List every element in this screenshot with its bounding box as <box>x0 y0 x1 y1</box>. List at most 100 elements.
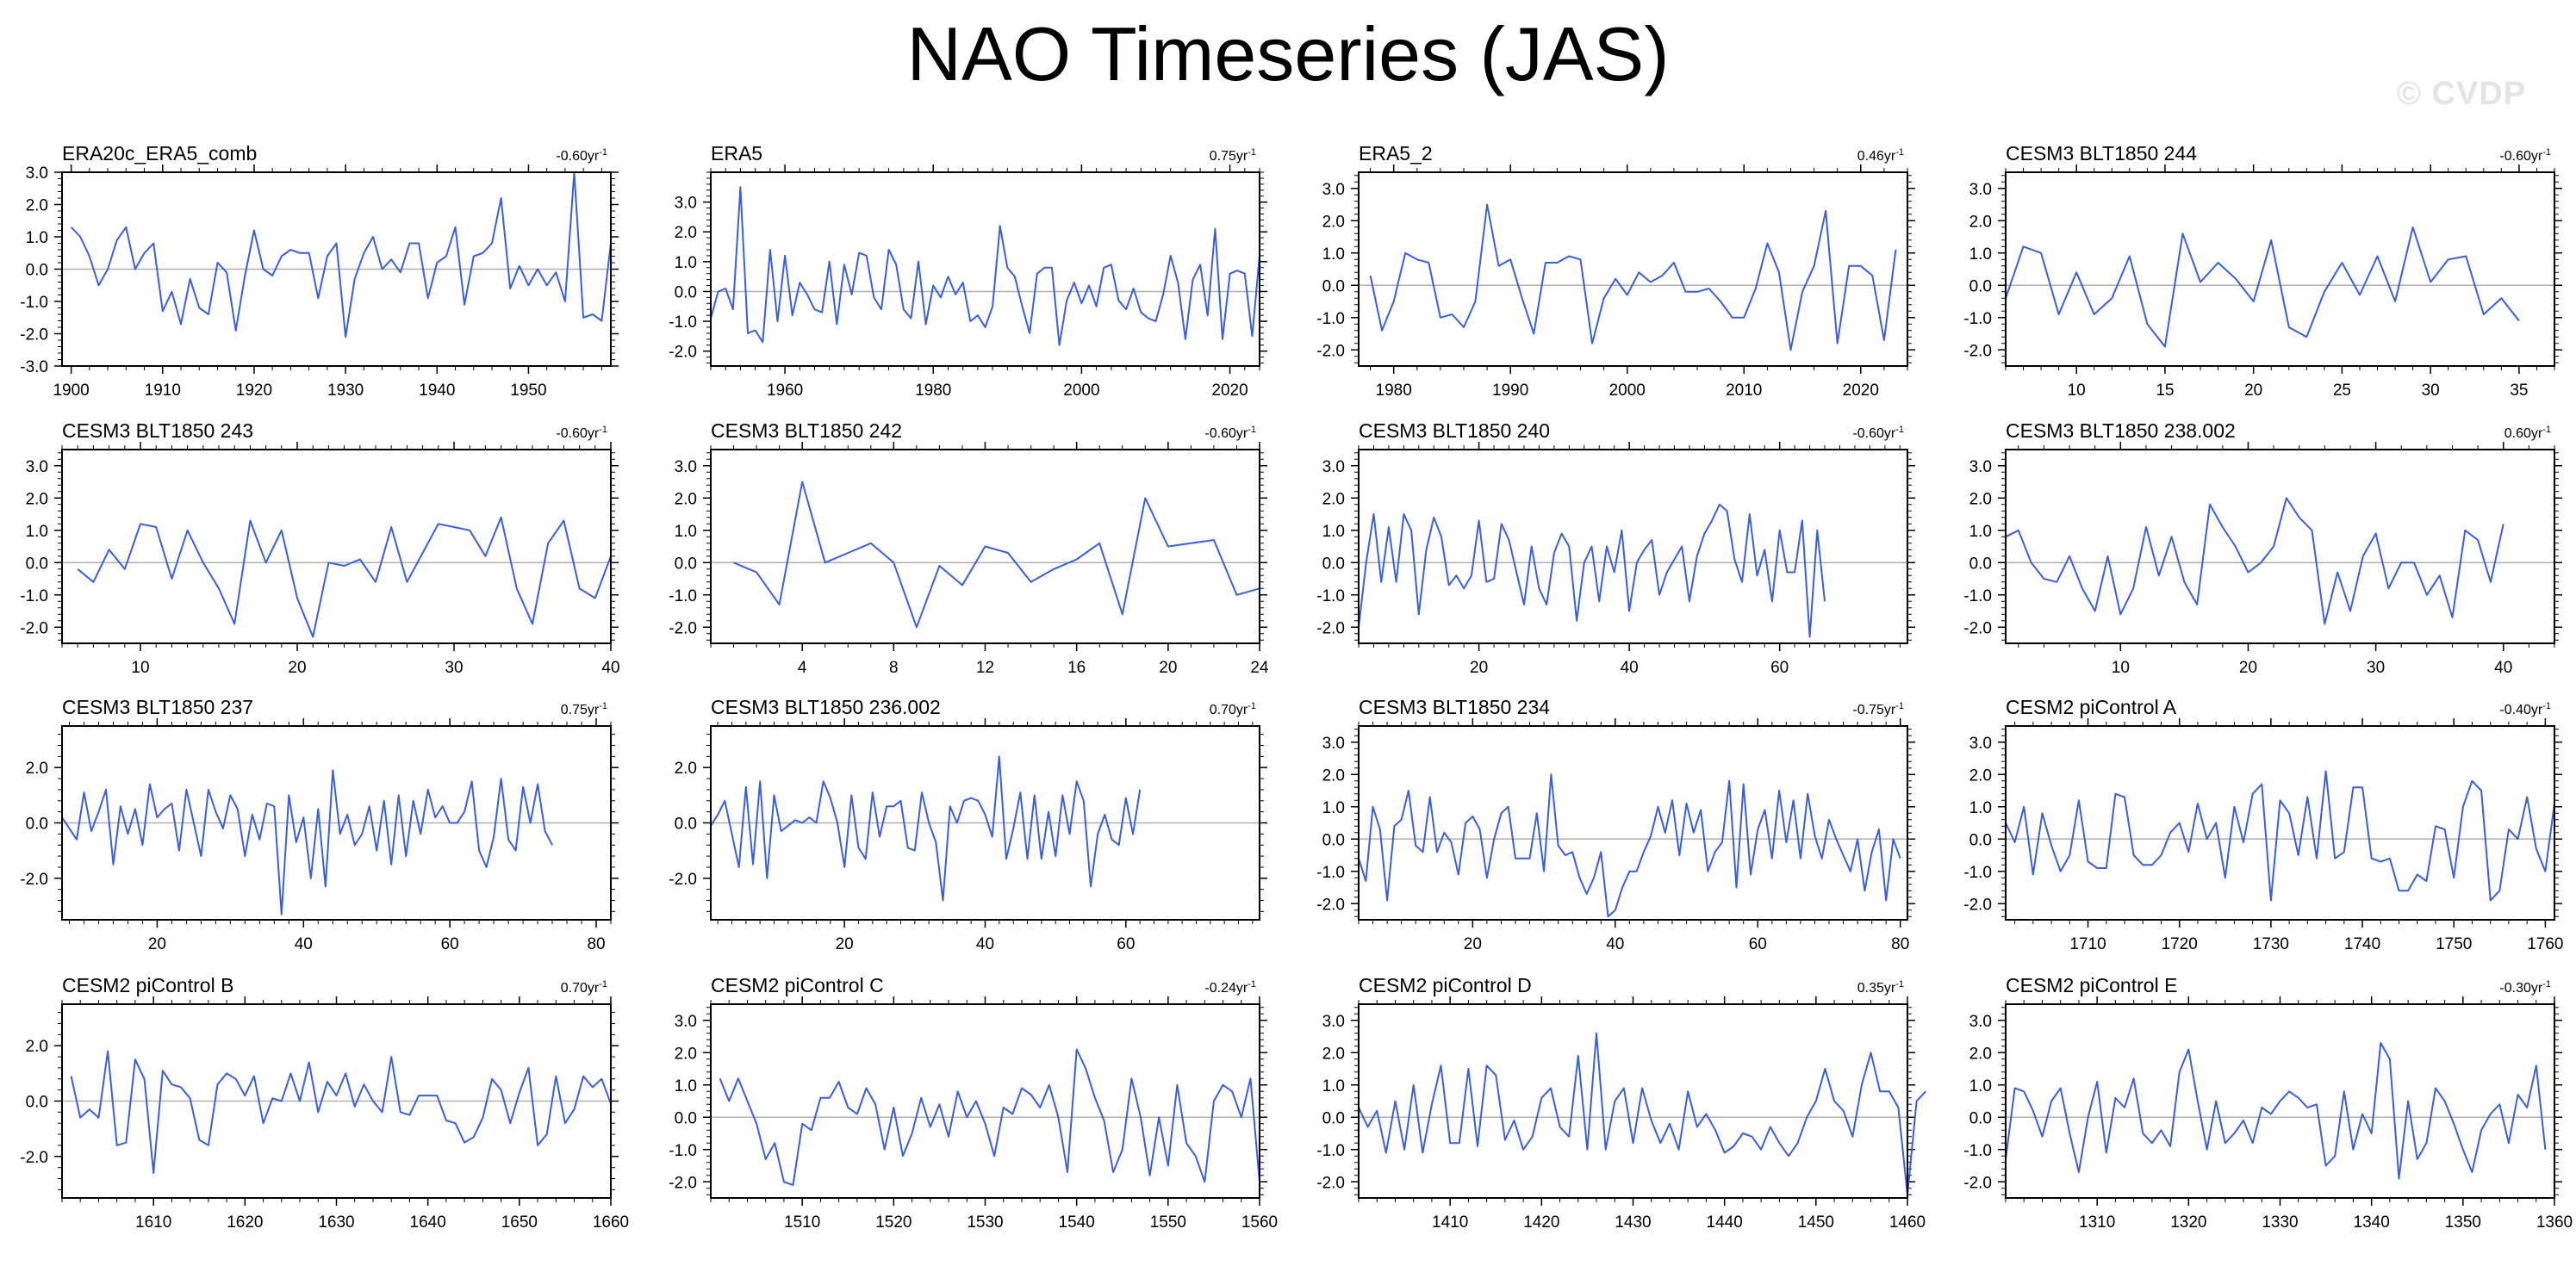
trend-label: -0.75yr-1 <box>1852 701 1904 717</box>
x-tick-label: 40 <box>601 659 619 677</box>
panel-title: CESM3 BLT1850 237 <box>62 696 253 718</box>
trend-label: 0.35yr-1 <box>1857 979 1904 996</box>
panel-title: CESM3 BLT1850 242 <box>711 419 902 442</box>
x-tick-label: 2010 <box>1726 382 1762 400</box>
page-title: NAO Timeseries (JAS) <box>906 11 1670 96</box>
series-line <box>1358 503 1826 638</box>
y-tick-label: 0.0 <box>675 555 697 573</box>
trend-label: 0.70yr-1 <box>1210 701 1256 717</box>
x-tick-label: 1900 <box>53 382 89 400</box>
y-tick-label: -2.0 <box>20 871 48 889</box>
trend-label: -0.60yr-1 <box>556 147 607 164</box>
chart-panel: CESM3 BLT1850 243 -0.60yr-1 -2.0 -1.0 0.0 1.0… <box>20 419 619 677</box>
panel-title: ERA5_2 <box>1359 142 1433 164</box>
y-tick-label: 0.0 <box>1322 831 1345 849</box>
x-tick-label: 1540 <box>1059 1213 1095 1232</box>
panel-title: CESM3 BLT1850 234 <box>1359 696 1550 718</box>
series-line <box>1358 1032 1926 1196</box>
plot-frame <box>710 1003 1260 1199</box>
y-tick-label: 2.0 <box>675 1045 697 1063</box>
panel-title: ERA5 <box>711 142 762 164</box>
x-tick-label: 2000 <box>1063 382 1099 400</box>
y-tick-label: 2.0 <box>1322 1045 1345 1063</box>
y-tick-label: -2.0 <box>20 1149 48 1167</box>
x-tick-label: 1440 <box>1707 1213 1743 1232</box>
x-tick-label: 1710 <box>2069 935 2106 953</box>
y-tick-label: 0.0 <box>1322 1109 1345 1127</box>
x-tick-label: 1510 <box>784 1213 820 1232</box>
x-tick-label: 1550 <box>1150 1213 1186 1232</box>
y-tick-label: 0.0 <box>26 262 48 280</box>
x-tick-label: 1360 <box>2536 1213 2573 1232</box>
trend-label: 0.46yr-1 <box>1857 147 1904 164</box>
y-tick-label: -1.0 <box>1963 587 1992 605</box>
y-tick-label: -1.0 <box>20 587 48 605</box>
x-tick-label: 1660 <box>593 1213 629 1232</box>
x-tick-label: 1420 <box>1523 1213 1559 1232</box>
x-tick-label: 60 <box>1749 935 1767 953</box>
y-tick-label: 3.0 <box>1322 181 1345 199</box>
y-tick-label: 1.0 <box>675 523 697 541</box>
y-tick-label: -2.0 <box>20 326 48 344</box>
y-tick-label: 2.0 <box>26 1038 48 1056</box>
y-tick-label: -2.0 <box>669 344 697 362</box>
trend-label: -0.40yr-1 <box>2499 701 2551 717</box>
x-tick-label: 40 <box>976 935 994 953</box>
panel-title: CESM2 piControl E <box>2006 974 2177 996</box>
y-tick-label: 3.0 <box>1322 458 1345 476</box>
y-tick-label: -1.0 <box>669 587 697 605</box>
x-tick-label: 2020 <box>1211 382 1248 400</box>
x-tick-label: 1990 <box>1492 382 1528 400</box>
x-tick-label: 1560 <box>1241 1213 1278 1232</box>
chart-panel: ERA20c_ERA5_comb -0.60yr-1 -3.0 -2.0 -1.0 0.0… <box>20 142 619 400</box>
y-tick-label: 2.0 <box>1969 490 1992 508</box>
x-tick-label: 1350 <box>2445 1213 2481 1232</box>
x-tick-label: 1940 <box>419 382 455 400</box>
chart-panel: ERA5 0.75yr-1 -2.0 -1.0 0.0 1.0 2.0 3.0 1960 1980… <box>669 142 1267 400</box>
series-line <box>2005 1042 2547 1180</box>
series-line <box>70 1050 612 1175</box>
y-tick-label: 1.0 <box>26 229 48 247</box>
x-tick-label: 10 <box>131 659 149 677</box>
x-tick-label: 80 <box>587 935 605 953</box>
y-tick-label: 0.0 <box>1969 277 1992 295</box>
x-tick-label: 40 <box>2494 659 2512 677</box>
x-tick-label: 1520 <box>875 1213 912 1232</box>
x-tick-label: 60 <box>1117 935 1135 953</box>
x-tick-label: 60 <box>441 935 459 953</box>
y-tick-label: -2.0 <box>20 619 48 637</box>
x-tick-label: 1320 <box>2170 1213 2206 1232</box>
y-tick-label: 3.0 <box>26 164 48 183</box>
series-line <box>2005 226 2520 348</box>
x-tick-label: 35 <box>2510 382 2528 400</box>
x-tick-label: 20 <box>148 935 166 953</box>
y-tick-label: 0.0 <box>1322 277 1345 295</box>
x-tick-label: 12 <box>976 659 994 677</box>
panel-title: CESM3 BLT1850 240 <box>1359 419 1550 442</box>
y-tick-label: -1.0 <box>1316 587 1345 605</box>
x-tick-label: 1620 <box>227 1213 263 1232</box>
plot-frame <box>61 171 612 367</box>
y-tick-label: 1.0 <box>1969 523 1992 541</box>
y-tick-label: -2.0 <box>1963 619 1992 637</box>
plot-frame <box>710 725 1260 921</box>
x-tick-label: 1530 <box>967 1213 1003 1232</box>
series-line <box>710 755 1142 902</box>
y-tick-label: 1.0 <box>1322 523 1345 541</box>
y-tick-label: 3.0 <box>1322 735 1345 753</box>
x-tick-label: 4 <box>798 659 807 677</box>
y-tick-label: 2.0 <box>1969 213 1992 231</box>
trend-label: 0.70yr-1 <box>561 979 607 996</box>
x-tick-label: 1930 <box>327 382 364 400</box>
y-tick-label: 2.0 <box>675 760 697 778</box>
y-tick-label: -2.0 <box>1963 342 1992 360</box>
plot-frame <box>1358 725 1908 921</box>
x-tick-label: 10 <box>2068 382 2086 400</box>
x-tick-label: 10 <box>2112 659 2130 677</box>
y-tick-label: 3.0 <box>1969 735 1992 753</box>
y-tick-label: -1.0 <box>669 1142 697 1160</box>
y-tick-label: 1.0 <box>26 523 48 541</box>
panel-title: CESM3 BLT1850 244 <box>2006 142 2197 164</box>
x-tick-label: 1730 <box>2253 935 2289 953</box>
